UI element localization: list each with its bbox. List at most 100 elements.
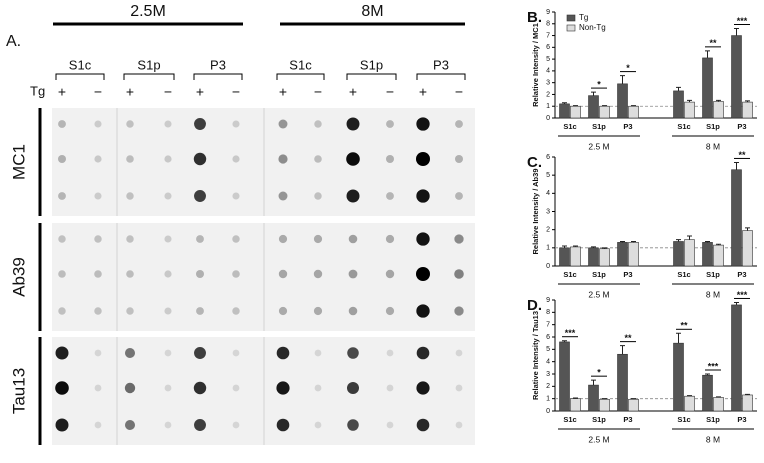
bar <box>570 398 581 412</box>
blot-dot <box>386 120 394 128</box>
y-tick-label: 0 <box>546 115 550 122</box>
blot-dot <box>346 152 360 166</box>
blot-dot <box>347 419 359 431</box>
bar <box>702 242 713 267</box>
blot-dot <box>232 235 240 243</box>
blot-dot <box>164 384 172 392</box>
blot-dot <box>232 349 240 357</box>
bar <box>742 101 753 119</box>
y-axis-title: Relative Intensity / Tau13 <box>531 311 540 400</box>
bar <box>588 95 599 119</box>
blot-dot <box>314 120 322 128</box>
blot-dot <box>416 117 430 131</box>
bar <box>599 398 610 412</box>
blot-dot <box>232 307 240 315</box>
x-tick-label: S1p <box>706 415 720 424</box>
bar <box>673 241 684 267</box>
fraction-label: S1p <box>360 57 383 72</box>
sign: − <box>314 84 322 100</box>
sign: − <box>386 84 394 100</box>
y-tick-label: 3 <box>546 80 550 87</box>
blot-dot <box>164 120 172 128</box>
blot-dot <box>193 381 207 395</box>
blot-dot <box>386 155 394 163</box>
blot-dot <box>346 117 360 131</box>
bar <box>617 242 628 267</box>
blot-dot <box>416 232 430 246</box>
bar <box>628 105 639 119</box>
fraction-label: P3 <box>433 57 449 72</box>
blot-dot <box>278 191 288 201</box>
y-tick-label: 9 <box>546 9 550 16</box>
bar <box>702 57 713 119</box>
y-tick-label: 4 <box>546 359 550 366</box>
blot-dot <box>278 154 288 164</box>
blot-dot <box>94 384 102 392</box>
blot-dot <box>58 235 66 243</box>
blot-dot <box>454 234 464 244</box>
group-label: 2.5 M <box>588 141 609 151</box>
group-label: 2.5 M <box>588 434 609 444</box>
blot-dot <box>94 155 102 163</box>
bar <box>731 35 742 119</box>
blot-dot <box>164 307 172 315</box>
x-tick-label: S1c <box>563 270 576 279</box>
x-tick-label: P3 <box>623 415 632 424</box>
blot-dot <box>55 381 69 395</box>
blot-dot <box>94 307 102 315</box>
bar <box>713 397 724 412</box>
blot-dot <box>348 234 358 244</box>
blot-dot <box>278 306 288 316</box>
error-bar <box>716 243 721 246</box>
age-label: 8M <box>361 3 383 20</box>
blot-dot <box>276 381 290 395</box>
fraction-label: S1p <box>137 57 160 72</box>
blot-dot <box>94 270 102 278</box>
blot-dot <box>94 235 102 243</box>
error-bar <box>716 99 721 102</box>
significance-label: ** <box>624 333 632 343</box>
sign: + <box>196 84 204 100</box>
blot-dot <box>232 192 240 200</box>
y-tick-label: 3 <box>546 208 550 215</box>
x-tick-label: S1p <box>706 122 720 131</box>
bar <box>628 398 639 412</box>
blot-dot <box>193 152 207 166</box>
blot-dot <box>124 347 136 359</box>
error-bar <box>676 332 681 344</box>
blot-dot <box>196 307 204 315</box>
bar <box>559 103 570 119</box>
blot-dot <box>94 349 102 357</box>
error-bar <box>734 161 739 170</box>
significance-label: ** <box>709 38 717 48</box>
bar <box>713 244 724 267</box>
blot-dot <box>386 192 394 200</box>
blot-dot <box>455 120 463 128</box>
blot-dot <box>313 234 323 244</box>
fraction-bracket <box>123 73 175 80</box>
blot-dot <box>126 235 134 243</box>
x-tick-label: P3 <box>737 122 746 131</box>
error-bar <box>620 240 625 243</box>
fraction-label: S1c <box>69 57 92 72</box>
blot-dot <box>276 418 290 432</box>
blot-dot <box>276 346 290 360</box>
blot-dot <box>347 382 359 394</box>
y-tick-label: 1 <box>546 103 550 110</box>
x-tick-label: P3 <box>737 415 746 424</box>
blot-dot <box>347 347 359 359</box>
fraction-bracket <box>416 73 466 80</box>
blot-dot <box>164 155 172 163</box>
blot-dot <box>164 235 172 243</box>
panel-label: B. <box>527 9 542 26</box>
blot-dot <box>194 419 206 431</box>
blot-dot <box>94 192 102 200</box>
blot-dot <box>196 235 204 243</box>
blot-dot <box>416 267 430 281</box>
legend-label: Non-Tg <box>579 23 606 32</box>
bar <box>570 246 581 267</box>
error-bar <box>620 345 625 355</box>
bar <box>673 342 684 412</box>
blot-dot <box>416 304 430 318</box>
bar <box>684 395 695 412</box>
